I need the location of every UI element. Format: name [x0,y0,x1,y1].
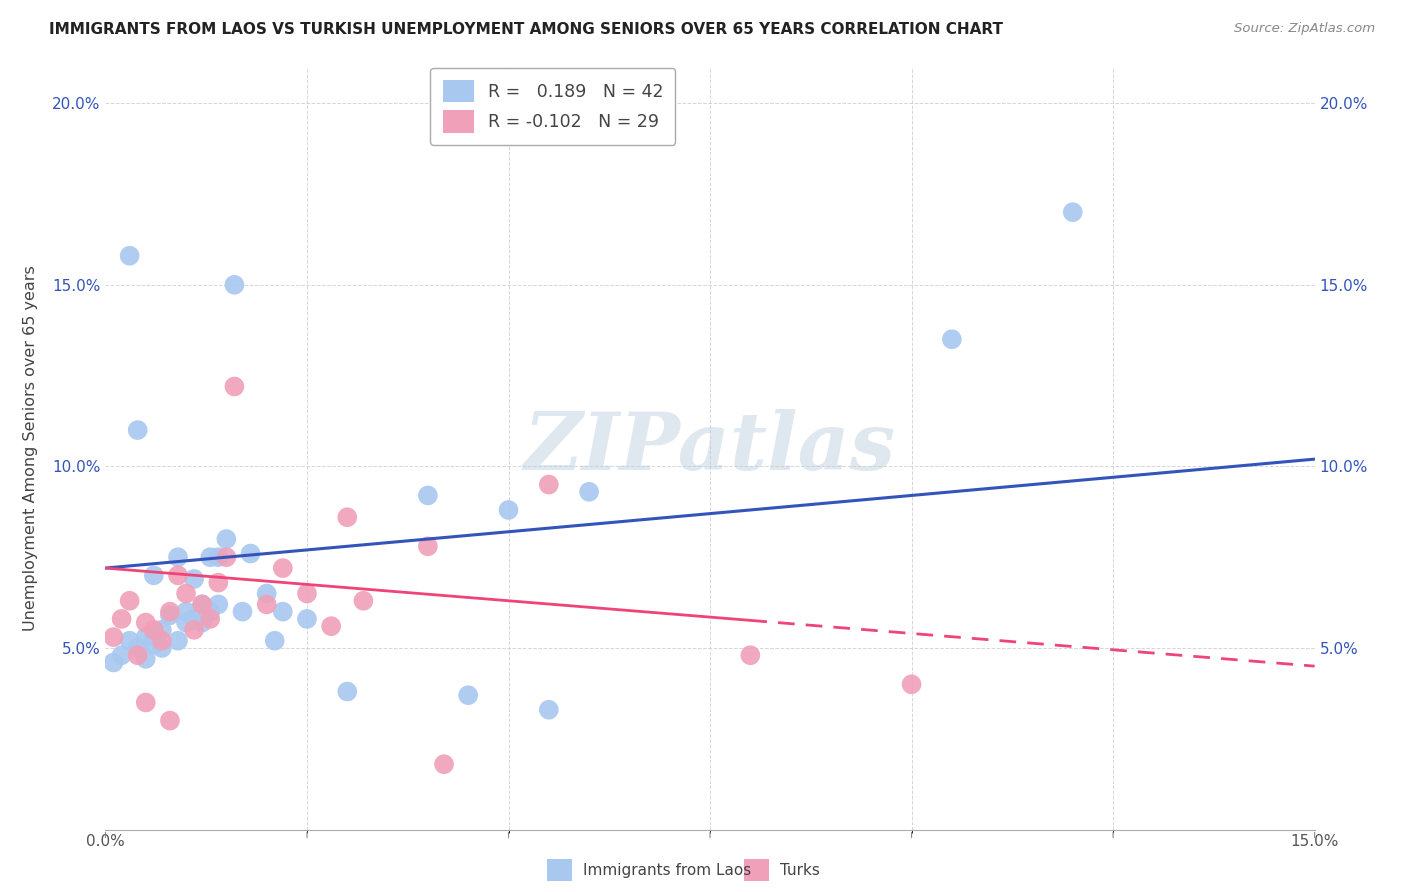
Text: Source: ZipAtlas.com: Source: ZipAtlas.com [1234,22,1375,36]
Point [239,547,262,561]
Point [200,605,222,619]
Point [1062,205,1084,219]
Point [135,615,157,630]
Text: IMMIGRANTS FROM LAOS VS TURKISH UNEMPLOYMENT AMONG SENIORS OVER 65 YEARS CORRELA: IMMIGRANTS FROM LAOS VS TURKISH UNEMPLOY… [49,22,1004,37]
Point [142,568,165,582]
Point [271,561,294,575]
Point [498,503,520,517]
Point [207,550,229,565]
Point [142,637,165,651]
Point [118,249,141,263]
Point [174,605,197,619]
Text: Immigrants from Laos: Immigrants from Laos [583,863,752,878]
Point [207,598,229,612]
Point [900,677,922,691]
Point [457,688,479,702]
Point [127,648,149,663]
Point [159,608,181,623]
Point [150,623,173,637]
Point [207,575,229,590]
Point [118,633,141,648]
Point [142,626,165,640]
Text: ZIPatlas: ZIPatlas [524,409,896,487]
Point [416,488,439,502]
Point [352,594,374,608]
Point [224,379,246,393]
Point [215,532,238,546]
Point [231,605,253,619]
Point [336,510,359,524]
Point [183,612,205,626]
Point [200,550,222,565]
Point [321,619,343,633]
Point [167,633,190,648]
Point [150,633,173,648]
Point [174,586,197,600]
Point [224,277,246,292]
Point [200,612,222,626]
Point [271,605,294,619]
Point [191,598,214,612]
Point [263,633,285,648]
Legend: R =   0.189   N = 42, R = -0.102   N = 29: R = 0.189 N = 42, R = -0.102 N = 29 [430,68,675,145]
Point [174,615,197,630]
Point [127,423,149,437]
Point [256,586,278,600]
Point [183,623,205,637]
Point [159,714,181,728]
Point [103,656,125,670]
Point [191,615,214,630]
Point [135,652,157,666]
Y-axis label: Unemployment Among Seniors over 65 years: Unemployment Among Seniors over 65 years [24,265,38,632]
Point [103,630,125,644]
Point [295,612,318,626]
Point [135,630,157,644]
Point [416,539,439,553]
Point [110,612,132,626]
Point [167,550,190,565]
Point [740,648,762,663]
Point [118,594,141,608]
Point [941,332,963,346]
Point [110,648,132,663]
Point [191,598,214,612]
Point [142,623,165,637]
Point [537,477,560,491]
Text: Turks: Turks [780,863,820,878]
Point [537,703,560,717]
Point [433,757,456,772]
Point [215,550,238,565]
Point [127,640,149,655]
Point [183,572,205,586]
Point [295,586,318,600]
Point [159,605,181,619]
Point [578,484,600,499]
Point [336,684,359,698]
Point [135,695,157,709]
Point [256,598,278,612]
Point [167,568,190,582]
Point [150,640,173,655]
